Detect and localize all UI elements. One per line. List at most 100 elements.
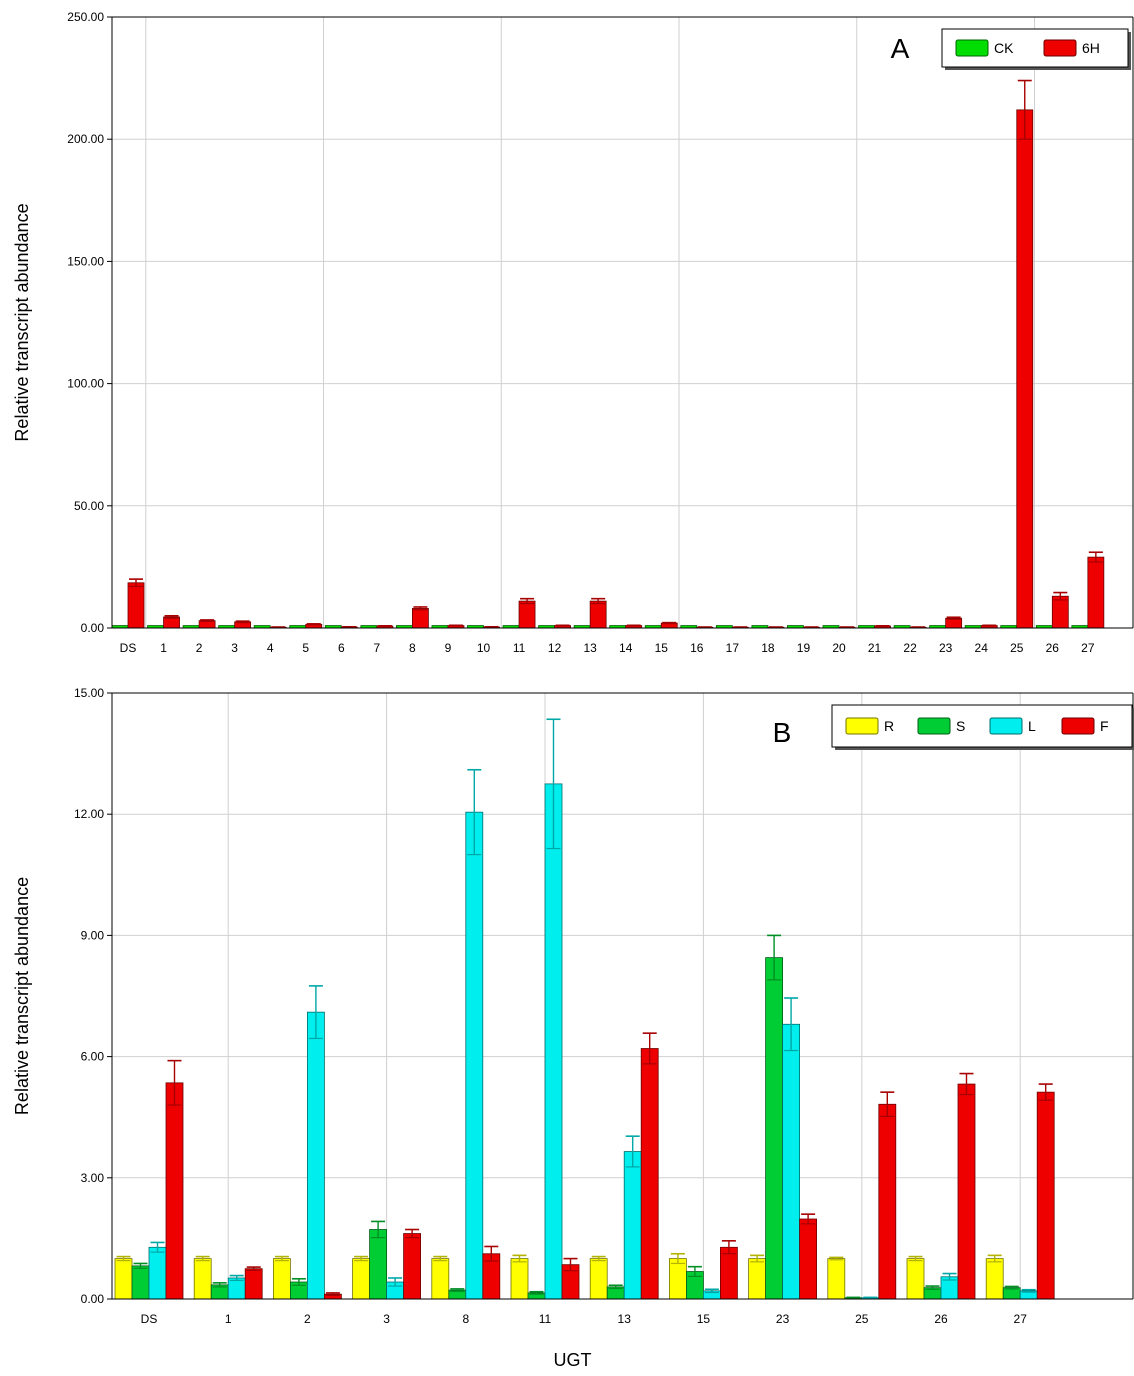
x-tick-label: 23 [776, 1312, 790, 1326]
panel-label: B [773, 717, 792, 748]
x-tick-label: 16 [690, 641, 704, 655]
x-tick-label: 2 [196, 641, 203, 655]
x-tick-label: 13 [618, 1312, 632, 1326]
bar [906, 1258, 925, 1300]
y-tick-label: 150.00 [67, 254, 104, 268]
y-tick-label: 0.00 [81, 1292, 105, 1306]
bar [431, 1258, 450, 1300]
legend-label: L [1028, 718, 1036, 734]
x-axis-label: UGT [554, 1350, 592, 1370]
y-tick-label: 3.00 [81, 1171, 105, 1185]
bar [518, 600, 536, 629]
x-tick-label: 15 [697, 1312, 711, 1326]
y-tick-label: 9.00 [81, 928, 105, 942]
y-tick-label: 0.00 [81, 621, 105, 635]
series-r [114, 1252, 1004, 1300]
bar [227, 1277, 246, 1300]
y-tick-label: 200.00 [67, 132, 104, 146]
bar [114, 1258, 133, 1300]
bar [272, 1258, 291, 1300]
legend-label: CK [994, 40, 1014, 56]
x-tick-label: 26 [1046, 641, 1060, 655]
bar [623, 1151, 642, 1300]
x-tick-label: 8 [409, 641, 416, 655]
legend-swatch [1043, 39, 1077, 57]
legend-swatch [917, 717, 951, 735]
legend-label: R [884, 718, 894, 734]
y-axis-label: Relative transcript abundance [12, 877, 32, 1115]
bar [799, 1218, 817, 1300]
bar [165, 1082, 184, 1300]
legend-swatch [989, 717, 1023, 735]
y-tick-label: 6.00 [81, 1050, 105, 1064]
bar [589, 1258, 608, 1300]
bar [127, 582, 145, 629]
y-tick-label: 250.00 [67, 10, 104, 24]
x-tick-label: 17 [726, 641, 740, 655]
x-tick-label: 7 [374, 641, 381, 655]
legend-swatch [1061, 717, 1095, 735]
bar [244, 1268, 263, 1300]
y-axis-label: Relative transcript abundance [12, 203, 32, 441]
bar [782, 1023, 800, 1300]
x-tick-label: 25 [855, 1312, 869, 1326]
x-tick-label: 27 [1014, 1312, 1028, 1326]
legend: CK 6H [941, 28, 1131, 70]
bar [1087, 556, 1105, 629]
bar [748, 1258, 766, 1300]
bar [148, 1246, 167, 1300]
bar [131, 1265, 150, 1300]
bar [1051, 595, 1069, 629]
x-tick-label: 8 [462, 1312, 469, 1326]
legend-swatch [845, 717, 879, 735]
x-tick-label: 15 [655, 641, 669, 655]
bar [403, 1233, 422, 1300]
x-tick-label: DS [141, 1312, 158, 1326]
x-tick-label: 26 [934, 1312, 948, 1326]
bar [544, 783, 563, 1300]
x-tick-label: 11 [513, 641, 526, 655]
series-6h [127, 79, 1105, 629]
bar [1036, 1091, 1055, 1300]
x-tick-label: 13 [583, 641, 597, 655]
x-tick-label: 24 [975, 641, 989, 655]
bar [765, 957, 783, 1300]
x-tick-label: 27 [1081, 641, 1095, 655]
bar [957, 1083, 976, 1300]
x-tick-label: 14 [619, 641, 633, 655]
legend-swatch [955, 39, 989, 57]
x-tick-label: 23 [939, 641, 953, 655]
gridlines [112, 16, 1133, 629]
bar [306, 1011, 325, 1300]
legend-label: 6H [1082, 40, 1100, 56]
x-tick-label: 25 [1010, 641, 1024, 655]
panel-label: A [891, 33, 910, 64]
x-tick-label: 20 [832, 641, 846, 655]
bar [369, 1229, 388, 1300]
bar [878, 1103, 897, 1300]
x-tick-label: 21 [868, 641, 882, 655]
x-tick-label: 9 [445, 641, 452, 655]
series-l [148, 718, 1038, 1300]
bar [827, 1258, 846, 1300]
x-tick-label: 3 [231, 641, 238, 655]
bar [985, 1258, 1004, 1300]
bar [465, 811, 484, 1300]
x-tick-label: 1 [225, 1312, 232, 1326]
x-tick-label: DS [120, 641, 137, 655]
x-tick-label: 22 [903, 641, 917, 655]
bar [411, 608, 429, 629]
bar [669, 1258, 687, 1300]
x-tick-label: 12 [548, 641, 562, 655]
x-tick-label: 6 [338, 641, 345, 655]
bar [1016, 109, 1034, 629]
bar [193, 1258, 212, 1300]
y-tick-label: 50.00 [74, 499, 104, 513]
x-tick-label: 1 [160, 641, 167, 655]
x-tick-label: 10 [477, 641, 491, 655]
y-tick-label: 100.00 [67, 377, 104, 391]
x-tick-label: 2 [304, 1312, 311, 1326]
